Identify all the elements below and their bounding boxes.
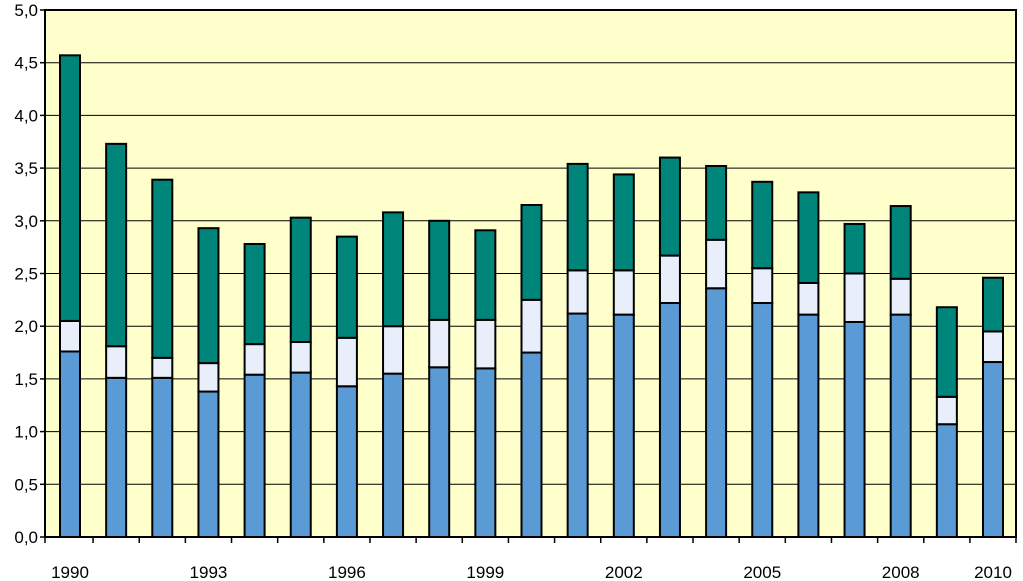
x-tick-label: 2005 (743, 563, 781, 581)
y-tick-label: 4,0 (14, 106, 38, 125)
bar-segment (335, 385, 358, 539)
bar-segment (612, 269, 635, 316)
bar-segment (520, 351, 543, 538)
bar-segment (843, 320, 866, 539)
bar-segment (935, 306, 958, 398)
bar-segment (843, 222, 866, 275)
bar-segment (705, 287, 728, 539)
bar-segment (566, 269, 589, 315)
bar-segment (289, 341, 312, 374)
x-tick-label: 1996 (328, 563, 366, 581)
x-tick-label: 2010 (974, 563, 1012, 581)
y-tick-label: 5,0 (14, 1, 38, 20)
bar-segment (197, 362, 220, 393)
bar-segment (935, 395, 958, 426)
bar-segment (797, 191, 820, 284)
x-tick-label: 1993 (190, 563, 228, 581)
bar-segment (705, 164, 728, 241)
bar-segment (382, 372, 405, 538)
y-tick-label: 2,5 (14, 265, 38, 284)
bar-segment (243, 373, 266, 538)
bar-segment (658, 156, 681, 257)
bar-segment (566, 312, 589, 538)
bar-segment (889, 313, 912, 538)
bar-segment (612, 173, 635, 272)
bar-segment (889, 205, 912, 280)
bar-segment (751, 302, 774, 538)
bar-segment (474, 229, 497, 321)
bar-segment (474, 367, 497, 538)
bar-segment (105, 345, 128, 379)
bar-segment (289, 216, 312, 344)
bar-segment (982, 276, 1004, 333)
bar-segment (59, 319, 81, 353)
bar-segment (382, 211, 405, 328)
y-tick-label: 2,0 (14, 317, 38, 336)
bar-segment (59, 54, 81, 322)
y-tick-label: 3,5 (14, 159, 38, 178)
bar-segment (566, 162, 589, 272)
y-axis: 0,0 0,5 1,0 1,5 2,0 2,5 3,0 3,5 4,0 4,5 5,0 (14, 1, 45, 547)
bar-segment (751, 267, 774, 305)
bar-segment (197, 227, 220, 365)
bar-segment (382, 325, 405, 375)
y-tick-label: 1,0 (14, 423, 38, 442)
x-tick-label: 2002 (605, 563, 643, 581)
bar-segment (289, 371, 312, 538)
x-tick-label: 1999 (466, 563, 504, 581)
x-axis: 1990 1993 1996 1999 2002 2005 2008 2010 (44, 537, 1017, 581)
x-tick-label: 2008 (882, 563, 920, 581)
bar-segment (843, 272, 866, 323)
bar-segment (428, 366, 451, 538)
y-tick-label: 0,5 (14, 475, 38, 494)
bar-segment (151, 356, 174, 379)
y-tick-label: 1,5 (14, 370, 38, 389)
bar-segment (797, 313, 820, 538)
bar-segment (335, 235, 358, 339)
bar-segment (658, 302, 681, 538)
bar-segment (243, 242, 266, 346)
bar-segment (428, 318, 451, 369)
bar-segment (889, 277, 912, 316)
bar-segment (151, 178, 174, 359)
y-tick-label: 4,5 (14, 54, 38, 73)
bar-segment (105, 376, 128, 539)
bar-segment (243, 343, 266, 376)
y-tick-label: 3,0 (14, 212, 38, 231)
bars (59, 54, 1004, 539)
bar-segment (105, 142, 128, 348)
bar-segment (59, 350, 81, 538)
y-tick-label: 0,0 (14, 528, 38, 547)
bar-segment (197, 390, 220, 538)
bar-segment (428, 219, 451, 321)
bar-segment (751, 180, 774, 270)
bar-segment (520, 298, 543, 354)
bar-segment (982, 361, 1004, 539)
bar-segment (151, 376, 174, 539)
bar-segment (705, 238, 728, 290)
bar-segment (474, 318, 497, 370)
bar-segment (335, 336, 358, 388)
bar-segment (658, 254, 681, 305)
bar-segment (935, 423, 958, 538)
bar-segment (982, 330, 1004, 364)
bar-segment (797, 281, 820, 316)
x-tick-label: 1990 (51, 563, 89, 581)
bar-segment (520, 203, 543, 301)
bar-segment (612, 313, 635, 538)
